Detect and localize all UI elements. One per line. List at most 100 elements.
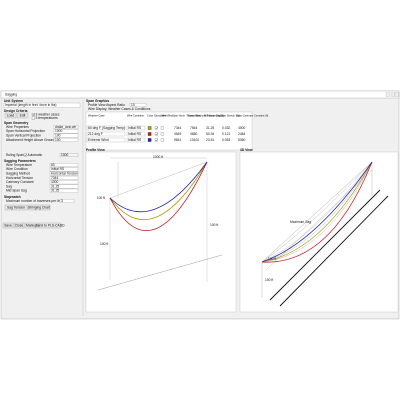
view-3d xyxy=(239,151,399,313)
dimension-label: 100 ft xyxy=(268,257,276,261)
button-label: Edit xyxy=(20,113,26,117)
input-field[interactable] xyxy=(53,137,79,142)
color-swatch[interactable] xyxy=(147,126,152,130)
field-value: 100 xyxy=(55,138,61,142)
maximize-button[interactable] xyxy=(390,92,395,97)
table-cell: 4549 xyxy=(174,132,182,136)
button[interactable] xyxy=(2,222,14,229)
dropdown[interactable] xyxy=(126,137,146,143)
column-header: Span Stretch (%) xyxy=(220,114,240,118)
button[interactable] xyxy=(24,222,39,229)
checkbox[interactable] xyxy=(154,138,158,142)
annotation: Maximum Sag xyxy=(290,220,311,224)
table-cell: 0.032 xyxy=(222,126,230,130)
button[interactable] xyxy=(27,204,51,211)
dropdown[interactable] xyxy=(86,137,126,143)
input-field[interactable] xyxy=(53,125,79,129)
wire-curve xyxy=(261,161,373,263)
wire-curve xyxy=(261,161,373,263)
table-cell: 2484 xyxy=(238,132,246,136)
dimension-label: 100 ft xyxy=(100,242,108,246)
button[interactable] xyxy=(16,112,29,119)
checkbox[interactable] xyxy=(160,138,164,142)
button-label: Markup xyxy=(26,223,37,227)
field-label: Wire Temperature xyxy=(6,163,32,167)
input-field[interactable] xyxy=(49,188,79,193)
ground-line xyxy=(97,254,223,291)
field-value: Horizontal Tension xyxy=(51,171,78,175)
table-cell: 9841 xyxy=(174,138,182,142)
input-field[interactable] xyxy=(53,129,79,134)
column-header: Span Catenary Constant (ft) xyxy=(236,114,268,118)
field-value: 10 xyxy=(131,103,135,107)
button[interactable] xyxy=(4,112,17,119)
checkbox[interactable] xyxy=(154,126,158,130)
input-field[interactable] xyxy=(59,153,79,157)
dimension-label: 100 ft xyxy=(265,278,273,282)
input-field[interactable] xyxy=(49,175,79,180)
field-value: 60 xyxy=(51,163,55,167)
field-value: 1000 xyxy=(61,153,69,157)
section-label: Span Graphics xyxy=(86,99,109,103)
color-swatch[interactable] xyxy=(147,132,152,136)
input-field[interactable] xyxy=(49,167,79,172)
field-label: Catenary Constant xyxy=(6,180,34,184)
input-field[interactable] xyxy=(129,103,147,107)
input-field[interactable] xyxy=(53,133,79,138)
wire-curve xyxy=(261,161,373,263)
checkbox[interactable] xyxy=(160,126,164,130)
checkbox[interactable] xyxy=(160,132,164,136)
field-label: Span Vertical Projection xyxy=(6,133,41,137)
section-label: Sagging Parameters xyxy=(4,159,36,163)
dropdown[interactable] xyxy=(86,125,126,131)
field-label: Horizontal Tension xyxy=(6,176,33,180)
check-mark xyxy=(155,139,158,142)
input-field[interactable] xyxy=(49,180,79,185)
checkbox[interactable] xyxy=(31,116,35,120)
input-field[interactable] xyxy=(49,184,79,189)
field-value: 4000 xyxy=(51,180,59,184)
dimension-label: 100 ft xyxy=(210,223,218,227)
input-field[interactable] xyxy=(49,163,79,167)
field-value: drake_acsr.wir xyxy=(55,125,77,129)
weather-case: 60 deg F (Sagging Temp) xyxy=(88,126,125,130)
close-button[interactable] xyxy=(394,92,399,97)
field-label: Sag xyxy=(6,184,12,188)
field-label: Maximum number of traverses per line xyxy=(6,199,62,203)
column-header: Span Maximum Tension (lbs) xyxy=(188,114,222,118)
dropdown[interactable] xyxy=(126,125,146,131)
column-header: Weather Case xyxy=(88,114,105,118)
dropdown[interactable] xyxy=(3,102,81,108)
minimize-button[interactable] xyxy=(385,92,390,97)
section-label: Design Criteria xyxy=(4,109,28,113)
button[interactable] xyxy=(13,222,25,229)
input-field[interactable] xyxy=(59,199,75,203)
section-label: Stopwatch xyxy=(4,195,21,199)
button-label: Sag Tension xyxy=(7,205,25,209)
checkbox-label: 3 temperatures xyxy=(36,116,59,120)
input-field[interactable] xyxy=(49,171,79,176)
column-header: Show Wire xyxy=(154,114,167,118)
wire-condition: Initial RS xyxy=(128,132,142,136)
wire-curve xyxy=(109,161,208,231)
checkbox[interactable] xyxy=(154,132,158,136)
checkbox[interactable] xyxy=(31,113,35,116)
field-value: Initial RS xyxy=(51,167,65,171)
column-header: Span Horiz. Tension (lbs) xyxy=(172,114,201,118)
profile-view xyxy=(85,151,237,313)
dropdown[interactable] xyxy=(126,131,146,137)
column-header: Wire Condition xyxy=(127,114,145,118)
dropdown[interactable] xyxy=(86,131,126,137)
color-swatch[interactable] xyxy=(147,138,152,142)
column-header: Label Wire xyxy=(160,114,173,118)
table-cell: 4680 xyxy=(190,132,198,136)
button-label: Load xyxy=(7,113,15,117)
table-cell: 10102 xyxy=(190,138,199,142)
button[interactable] xyxy=(38,222,62,229)
button[interactable] xyxy=(4,204,28,211)
checkbox[interactable] xyxy=(23,153,27,157)
structure-line xyxy=(265,169,373,271)
field-label: Wire Properties xyxy=(6,125,29,129)
field-label: Attachment Height Above Ground xyxy=(6,138,55,142)
